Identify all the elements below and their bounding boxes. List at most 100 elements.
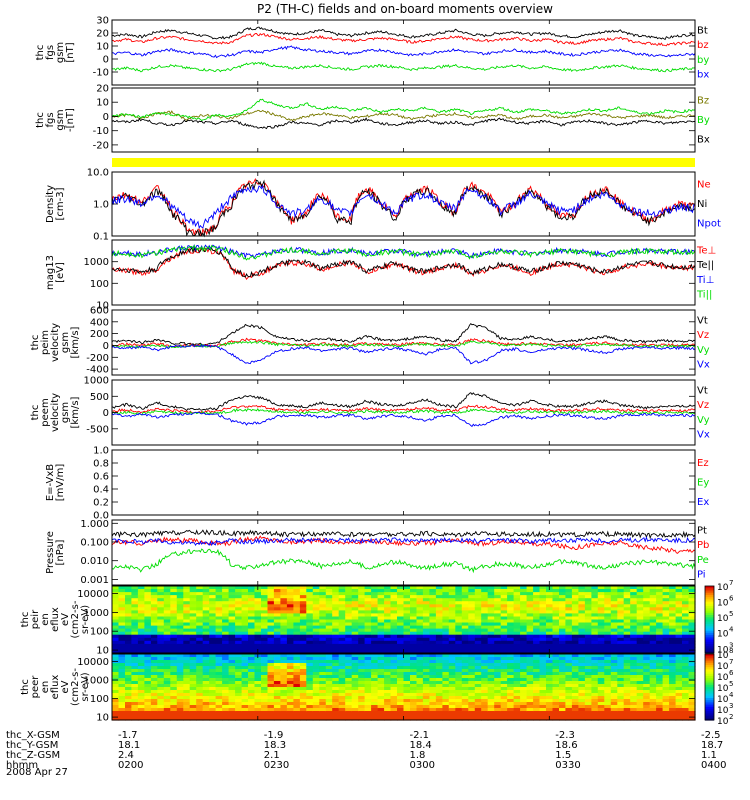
heatmap-cell xyxy=(597,687,605,691)
heatmap-cell xyxy=(196,634,204,639)
heatmap-cell xyxy=(248,663,256,667)
heatmap-cell xyxy=(222,601,230,605)
heatmap-cell xyxy=(163,601,171,605)
heatmap-cell xyxy=(636,696,644,700)
colorbar-tick-label: 10 xyxy=(717,651,729,661)
heatmap-cell xyxy=(261,601,269,605)
heatmap-cell xyxy=(410,634,418,639)
heatmap-cell xyxy=(513,711,521,715)
heatmap-cell xyxy=(293,663,301,667)
heatmap-cell xyxy=(630,586,638,590)
heatmap-cell xyxy=(435,646,443,651)
heatmap-cell xyxy=(261,646,269,651)
heatmap-cell xyxy=(125,672,133,676)
heatmap-cell xyxy=(137,711,145,715)
heatmap-cell xyxy=(669,669,677,673)
heatmap-cell xyxy=(435,601,443,605)
heatmap-cell xyxy=(118,613,126,617)
heatmap-cell xyxy=(623,684,631,688)
heatmap-cell xyxy=(209,595,217,599)
heatmap-cell xyxy=(150,702,158,706)
heatmap-cell xyxy=(338,592,346,596)
heatmap-cell xyxy=(675,693,683,697)
heatmap-cell xyxy=(397,595,405,599)
heatmap-cell xyxy=(526,592,534,596)
heatmap-cell xyxy=(358,657,366,661)
heatmap-cell xyxy=(196,675,204,679)
heatmap-cell xyxy=(429,589,437,593)
heatmap-cell xyxy=(312,607,320,611)
heatmap-cell xyxy=(416,607,424,611)
heatmap-cell xyxy=(163,672,171,676)
heatmap-cell xyxy=(682,711,690,715)
heatmap-cell xyxy=(520,717,528,721)
heatmap-cell xyxy=(241,675,249,679)
heatmap-cell xyxy=(286,604,294,608)
heatmap-cell xyxy=(222,708,230,712)
heatmap-cell xyxy=(261,687,269,691)
heatmap-cell xyxy=(196,663,204,667)
heatmap-cell xyxy=(630,622,638,627)
colorbar-tick-exponent: 3 xyxy=(729,641,733,649)
heatmap-cell xyxy=(248,717,256,721)
heatmap-cell xyxy=(131,684,139,688)
heatmap-cell xyxy=(513,687,521,691)
heatmap-cell xyxy=(319,660,327,664)
heatmap-cell xyxy=(552,586,560,590)
heatmap-cell xyxy=(571,672,579,676)
heatmap-cell xyxy=(610,663,618,667)
heatmap-cell xyxy=(507,607,515,611)
heatmap-cell xyxy=(137,708,145,712)
heatmap-cell xyxy=(552,702,560,706)
heatmap-cell xyxy=(390,595,398,599)
heatmap-cell xyxy=(597,646,605,651)
heatmap-cell xyxy=(617,628,625,633)
heatmap-cell xyxy=(533,650,541,654)
heatmap-cell xyxy=(669,654,677,658)
heatmap-cell xyxy=(215,610,223,614)
heatmap-cell xyxy=(196,657,204,661)
heatmap-cell xyxy=(610,684,618,688)
heatmap-cell xyxy=(176,625,184,630)
heatmap-cell xyxy=(125,657,133,661)
heatmap-cell xyxy=(669,684,677,688)
heatmap-cell xyxy=(682,657,690,661)
heatmap-cell xyxy=(403,696,411,700)
heatmap-cell xyxy=(571,663,579,667)
heatmap-cell xyxy=(202,604,210,608)
heatmap-cell xyxy=(364,643,372,648)
heatmap-cell xyxy=(202,613,210,617)
heatmap-cell xyxy=(604,666,612,670)
heatmap-cell xyxy=(163,586,171,590)
heatmap-cell xyxy=(422,714,430,718)
heatmap-cell xyxy=(397,622,405,627)
heatmap-cell xyxy=(157,681,165,685)
heatmap-cell xyxy=(351,714,359,718)
heatmap-cell xyxy=(176,604,184,608)
heatmap-cell xyxy=(325,625,333,630)
heatmap-cell xyxy=(591,622,599,627)
heatmap-cell xyxy=(539,678,547,682)
heatmap-cell xyxy=(286,643,294,648)
heatmap-cell xyxy=(196,631,204,636)
heatmap-cell xyxy=(559,650,567,654)
heatmap-cell xyxy=(591,610,599,614)
heatmap-cell xyxy=(112,628,120,633)
heatmap-cell xyxy=(571,650,579,654)
heatmap-cell xyxy=(170,666,178,670)
heatmap-cell xyxy=(273,654,281,658)
heatmap-cell xyxy=(228,711,236,715)
heatmap-cell xyxy=(513,660,521,664)
heatmap-cell xyxy=(332,711,340,715)
heatmap-cell xyxy=(435,634,443,639)
heatmap-cell xyxy=(526,616,534,621)
heatmap-cell xyxy=(377,684,385,688)
heatmap-cell xyxy=(559,666,567,670)
heatmap-cell xyxy=(584,708,592,712)
heatmap-cell xyxy=(144,714,152,718)
heatmap-cell xyxy=(118,622,126,627)
heatmap-cell xyxy=(416,610,424,614)
heatmap-cell xyxy=(636,637,644,642)
heatmap-cell xyxy=(241,666,249,670)
heatmap-cell xyxy=(261,660,269,664)
